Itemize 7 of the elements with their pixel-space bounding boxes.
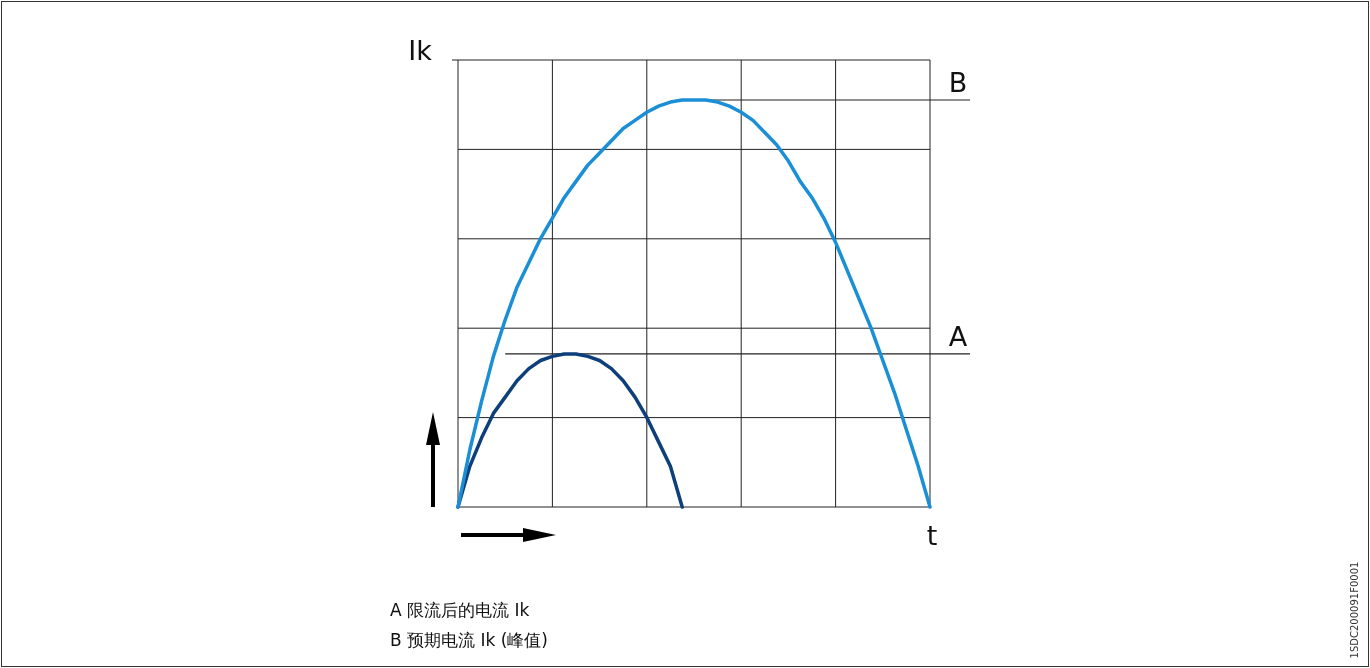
y-axis-title: Ik: [408, 35, 433, 66]
x-axis-title: t: [926, 520, 938, 551]
text: B 预期电流 Ik (峰值): [390, 630, 548, 650]
text: 1SDC200091F0001: [1349, 561, 1360, 659]
ref-line-label: B: [948, 67, 968, 98]
text: A 限流后的电流 Ik: [390, 600, 530, 620]
ref-line-label: A: [948, 320, 968, 352]
